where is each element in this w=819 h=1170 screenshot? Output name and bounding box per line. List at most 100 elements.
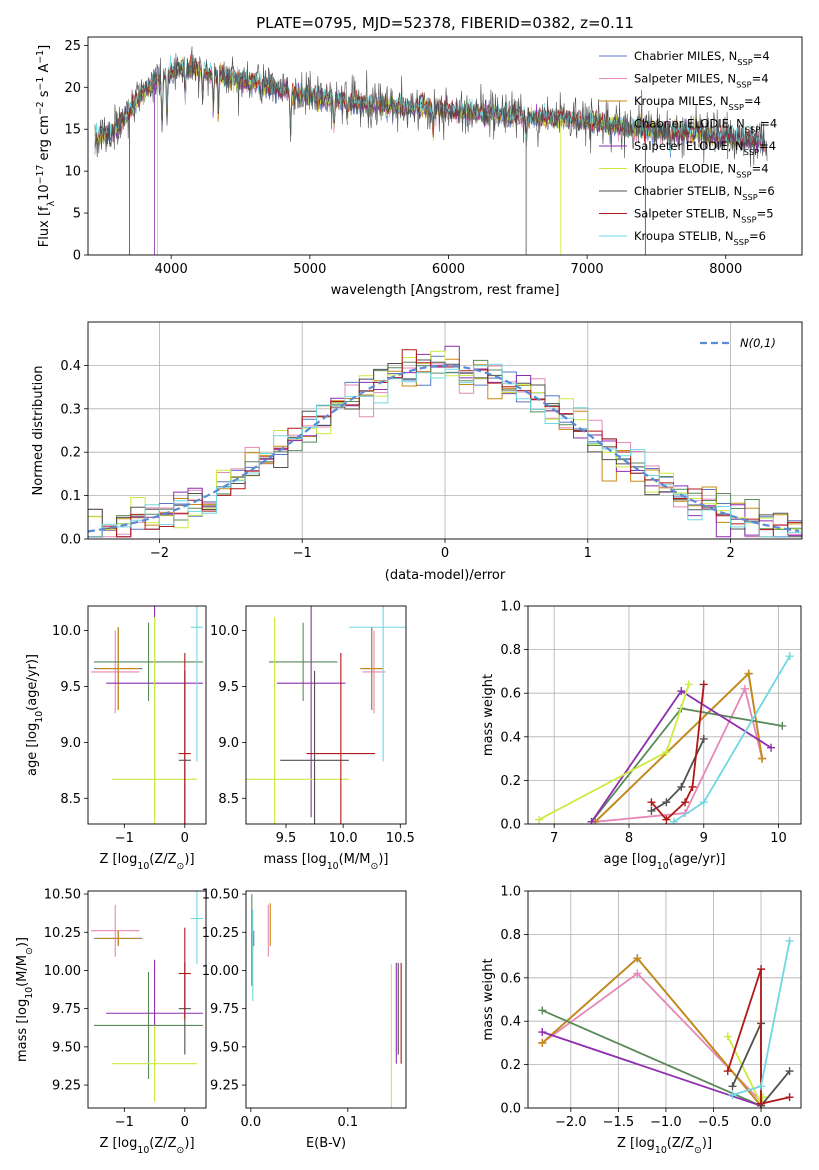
weight-marker [778,721,787,730]
legend-label: Kroupa MILES, NSSP=4 [634,94,761,112]
y-tick-label: 9.75 [210,1002,239,1017]
histogram-series [88,363,802,538]
x-tick-label: 10.5 [386,831,415,846]
weight-marker [535,815,544,824]
plot-area-mass-age [246,606,406,824]
y-tick-label: 0.8 [500,643,521,658]
weight-marker [744,669,753,678]
legend-label: Salpeter ELODIE, NSSP=4 [634,139,776,157]
axes-frame [245,890,407,1109]
x-axis-label: Z [log10(Z/Z⊙)] [617,1136,712,1156]
x-tick-label: 0.0 [751,1115,772,1130]
y-tick-label: 10.25 [44,926,81,941]
weight-marker [538,1006,547,1015]
weight-marker [677,782,686,791]
x-tick-label: 7000 [571,262,604,277]
axes-frame [245,605,407,825]
y-tick-label: 0.6 [500,971,521,986]
weight-line [650,738,705,812]
weight-marker [699,798,708,807]
weight-marker [785,1067,794,1076]
x-tick-label: −1.0 [650,1115,682,1130]
legend-label: Kroupa ELODIE, NSSP=4 [634,162,769,180]
weight-marker [677,687,686,696]
x-tick-label: 0.0 [241,1115,262,1130]
x-axis-label: Z [log10(Z/Z⊙)] [99,1136,194,1156]
x-tick-label: 9.5 [276,831,297,846]
weight-marker [757,1099,766,1108]
axes-frame [527,890,802,1109]
y-tick-label: 0.0 [500,818,521,833]
legend-label: N(0,1) [740,336,776,350]
panel-mass-age: 9.5 10.0 10.5 8.5 9.0 9.5 10.0 mass [log10(M/M⊙… [210,605,415,872]
x-tick-label: 0.1 [337,1115,358,1130]
x-axis-label: E(B-V) [306,1136,346,1151]
x-tick-label: −0.5 [698,1115,730,1130]
panel-spectrum: 4000 5000 6000 7000 8000 0 5 10 15 20 25 wavelength… [35,36,803,298]
x-tick-label: 9 [700,831,708,846]
y-axis-label: mass [log10(M/M⊙)] [15,937,35,1062]
weight-line [541,1009,762,1107]
x-tick-label: 6000 [432,262,465,277]
plot-area-age-weight [528,606,801,824]
plot-area-z-age [91,606,203,824]
x-tick-label: 0 [181,1115,189,1130]
y-tick-label: 15 [64,123,81,138]
legend-label: Chabrier MILES, NSSP=4 [634,49,770,67]
y-tick-label: 0.3 [60,402,81,417]
axes-frame [87,605,207,825]
x-tick-label: −2 [150,546,169,561]
histogram-series [88,359,802,538]
histogram-series [88,350,802,531]
y-tick-label: 9.5 [218,680,239,695]
plot-area-residuals [88,322,802,539]
y-tick-label: 9.50 [52,1040,81,1055]
y-axis-label: Normed distribution [31,366,46,496]
weight-line [541,957,762,1107]
weight-marker [633,954,642,963]
y-tick-label: 0 [73,249,81,264]
x-axis-label: mass [log10(M/M⊙)] [264,852,389,872]
weight-marker [538,1028,547,1037]
weight-marker [669,817,678,824]
x-tick-label: 2 [726,546,734,561]
panel-age-weight: 7 8 9 10 0.0 0.2 0.4 0.6 0.8 1.0 age [log10(age/yr… [481,600,802,872]
y-tick-label: 0.2 [60,446,81,461]
x-tick-label: −1 [115,1115,134,1130]
x-tick-label: 7 [550,831,558,846]
y-tick-label: 10 [64,165,81,180]
weight-marker [785,652,794,661]
y-tick-label: 25 [64,39,81,54]
weight-marker [757,965,766,974]
axes-frame [87,890,207,1109]
y-tick-label: 0.0 [500,1102,521,1117]
weight-line [595,686,763,823]
y-tick-label: 9.25 [210,1079,239,1094]
y-tick-label: 10.50 [44,888,81,903]
spectrum-line [94,46,768,168]
weight-marker [684,680,693,689]
x-tick-label: −1 [293,546,312,561]
weight-marker [767,743,776,752]
weight-marker [647,806,656,815]
y-tick-label: 0.6 [500,687,521,702]
axes-frame [87,36,803,256]
panel-z-weight: −2.0 −1.5 −1.0 −0.5 0.0 0.0 0.2 0.4 0.6 0.8 1.0 Z [… [481,885,802,1156]
legend-label: Chabrier ELODIE, NSSP=4 [634,117,777,135]
x-tick-label: −1.5 [603,1115,635,1130]
weight-line [650,684,705,821]
weight-marker [728,1082,737,1091]
x-tick-label: 8000 [709,262,742,277]
weight-marker [587,817,596,824]
weight-marker [699,680,708,689]
weight-marker [681,798,690,807]
panel-z-age: −1 0 8.5 9.0 9.5 10.0 Z [log10(Z/Z⊙)] age [log1… [25,605,207,872]
legend-label: Kroupa STELIB, NSSP=6 [634,229,766,247]
y-tick-label: 0.4 [500,1015,521,1030]
weight-line [726,968,790,1105]
y-tick-label: 9.25 [52,1079,81,1094]
x-tick-label: 10.0 [329,831,358,846]
x-tick-label: 8 [625,831,633,846]
y-tick-label: 0.0 [60,533,81,548]
